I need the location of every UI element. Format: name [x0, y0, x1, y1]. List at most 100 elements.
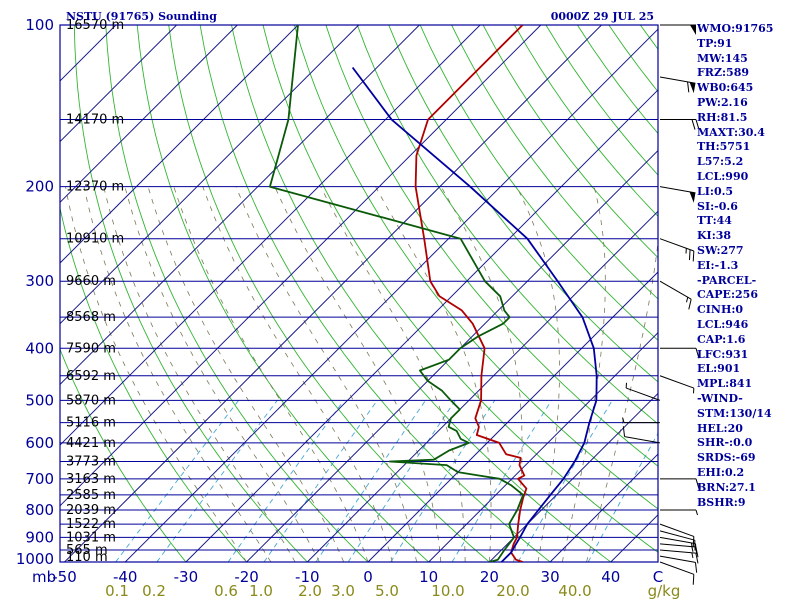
moist-adiabat-line: [320, 186, 466, 562]
wind-barb: [660, 509, 698, 516]
index-value: STM:130/14: [697, 406, 772, 420]
moist-adiabat-line: [375, 186, 492, 562]
dry-adiabat-line: [60, 347, 187, 562]
wind-barb: [659, 76, 696, 94]
isotherm-line: [60, 25, 420, 386]
wind-barb: [659, 238, 695, 262]
isotherm-line: [64, 25, 602, 562]
pressure-tick-label: 1000: [16, 550, 54, 568]
mixing-ratio-tick-label: 0.1: [105, 582, 129, 600]
parcel-path: [351, 66, 598, 562]
dry-adiabat-line: [388, 25, 658, 383]
dry-adiabat-line: [136, 25, 430, 562]
index-value: TT:44: [697, 214, 732, 228]
index-value: TP:91: [697, 36, 733, 50]
index-value: RH:81.5: [697, 110, 748, 124]
isotherm-line: [60, 25, 299, 264]
height-label: 2585 m: [66, 488, 116, 503]
mixing-ratio-tick-label: 1.0: [249, 582, 273, 600]
height-label: 110 m: [66, 550, 108, 565]
wind-barb: [660, 347, 700, 359]
valid-time: 0000Z 29 JUL 25: [551, 10, 654, 23]
temperature-tick-label: -50: [52, 568, 77, 586]
wind-barb: [659, 549, 699, 564]
moist-adiabat-line: [124, 186, 320, 562]
dry-adiabat-line: [356, 25, 658, 425]
index-value: EHI:0.2: [697, 465, 745, 479]
temperature-tick-label: -10: [295, 568, 320, 586]
height-label: 4421 m: [66, 436, 116, 451]
height-label: 14170 m: [66, 113, 124, 128]
index-value: SW:277: [697, 243, 744, 257]
temperature-tick-label: -20: [234, 568, 259, 586]
index-value: L57:5.2: [697, 155, 744, 169]
mixing-ratio-line: [517, 400, 613, 562]
mixing-ratio-tick-label: 2.0: [298, 582, 322, 600]
moist-adiabat-line: [274, 186, 442, 562]
wind-barb: [622, 417, 660, 424]
wind-barb: [660, 24, 696, 35]
dry-adiabat-line: [419, 25, 658, 341]
pressure-tick-label: 100: [25, 16, 54, 34]
dry-adiabat-line: [73, 25, 308, 562]
temperature-tick-label: -40: [113, 568, 138, 586]
height-label: 6592 m: [66, 369, 116, 384]
moist-adiabat-line: [561, 186, 606, 562]
moist-adiabat-line: [235, 186, 417, 562]
wind-barb: [659, 536, 698, 555]
index-value: BRN:27.1: [697, 480, 756, 494]
pressure-tick-label: 900: [25, 528, 54, 546]
isotherm-line: [60, 25, 238, 204]
dewpoint-profile: [269, 25, 524, 562]
height-label: 3163 m: [66, 472, 116, 487]
moist-adiabat-line: [202, 186, 393, 562]
isotherm-line: [549, 453, 658, 562]
height-label: 9660 m: [66, 274, 116, 289]
index-value: LFC:931: [697, 347, 749, 361]
temperature-tick-label: 0: [363, 568, 373, 586]
isotherm-line: [60, 25, 177, 143]
index-value: SI:-0.6: [697, 199, 738, 213]
height-label: 16570 m: [66, 18, 124, 33]
moist-adiabat-line: [516, 186, 560, 562]
isotherm-line: [60, 25, 481, 446]
moist-adiabat-line: [147, 186, 345, 562]
mixing-ratio-tick-label: 3.0: [331, 582, 355, 600]
isotherm-line: [306, 210, 658, 562]
wind-barb: [659, 186, 696, 203]
moist-adiabat-line: [586, 238, 658, 562]
index-value: HEL:20: [697, 421, 743, 435]
wind-barb: [622, 426, 661, 444]
temperature-tick-label: 40: [601, 568, 620, 586]
height-label: 3773 m: [66, 455, 116, 470]
pressure-tick-label: 800: [25, 501, 54, 519]
index-value: LI:0.5: [697, 184, 734, 198]
mixing-ratio-tick-label: 40.0: [558, 582, 591, 600]
index-value: -WIND-: [697, 391, 743, 405]
dry-adiabat-line: [451, 25, 658, 300]
pressure-tick-label: 200: [25, 178, 54, 196]
index-value: EL:901: [697, 362, 741, 376]
height-label: 12370 m: [66, 180, 124, 195]
index-value: EI:-1.3: [697, 258, 739, 272]
wind-barb: [659, 530, 696, 551]
index-value: CAPE:256: [697, 288, 758, 302]
sounding-profiles: [269, 25, 598, 562]
index-value: LCL:946: [697, 317, 749, 331]
isotherm-line: [246, 149, 658, 562]
dry-adiabat-line: [293, 25, 658, 510]
index-value: MAXT:30.4: [697, 125, 765, 139]
height-label: 1522 m: [66, 517, 116, 532]
plot-frame: [59, 24, 659, 563]
index-value: MPL:841: [697, 377, 753, 391]
height-label: 5870 m: [66, 393, 116, 408]
stability-index-panel: WMO:91765 TP:91 MW:145 FRZ:589 WB0:645 PW:2.1…: [697, 22, 800, 510]
mixing-ratio-tick-label: 10.0: [431, 582, 464, 600]
dry-adiabat-line: [262, 25, 658, 553]
chart-title: NSTU (91765) Sounding: [66, 10, 217, 23]
wind-barb: [660, 119, 700, 130]
moist-adiabat-line: [103, 186, 296, 562]
pressure-tick-label: 500: [25, 391, 54, 409]
